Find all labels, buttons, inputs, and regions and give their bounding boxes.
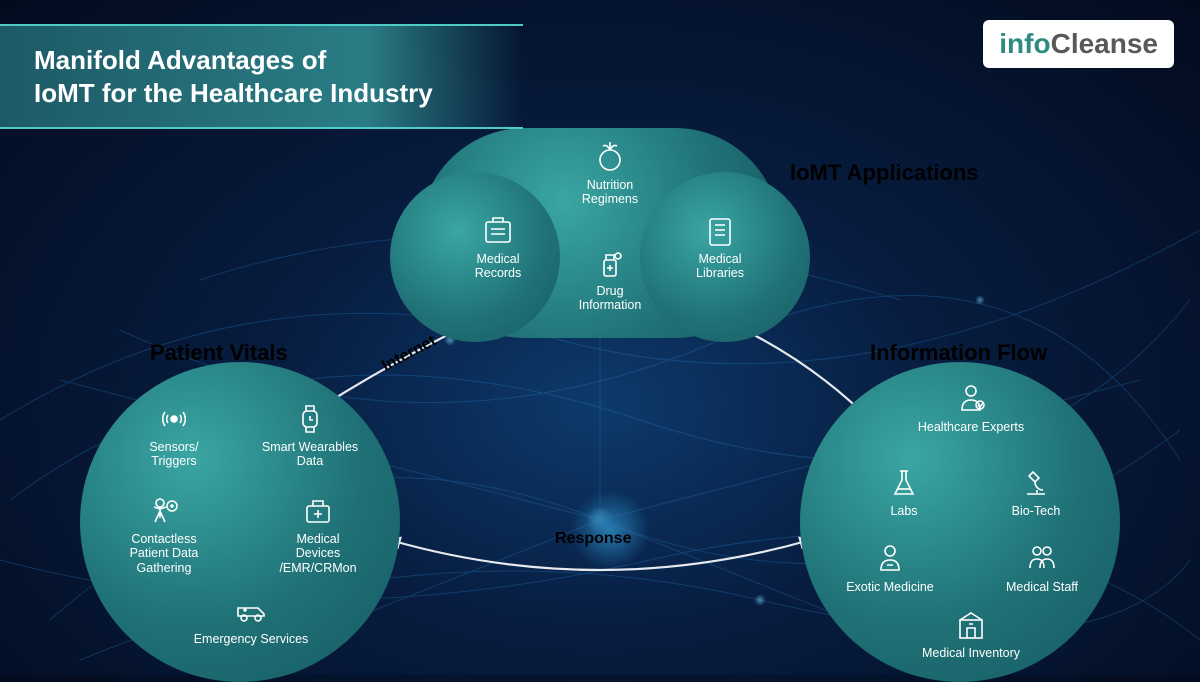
flask-icon xyxy=(887,466,921,500)
item-labs: Labs xyxy=(844,466,964,518)
watch-icon xyxy=(293,402,327,436)
item-label: DrugInformation xyxy=(579,284,642,313)
item-exotic-medicine: Exotic Medicine xyxy=(830,542,950,594)
nutrition-icon xyxy=(593,140,627,174)
medkit-icon xyxy=(301,494,335,528)
item-medical-libraries: MedicalLibraries xyxy=(660,214,780,281)
item-label: Emergency Services xyxy=(194,632,309,646)
title-line-2: IoMT for the Healthcare Industry xyxy=(34,77,433,110)
item-healthcare-experts: Healthcare Experts xyxy=(896,382,1046,434)
section-label-left: Patient Vitals xyxy=(150,340,288,366)
item-medical-devices: MedicalDevices/EMR/CRMon xyxy=(258,494,378,575)
item-label: NutritionRegimens xyxy=(582,178,638,207)
sensor-icon xyxy=(157,402,191,436)
inventory-icon xyxy=(954,608,988,642)
item-medical-staff: Medical Staff xyxy=(982,542,1102,594)
microscope-icon xyxy=(1019,466,1053,500)
edge-label-response: Response xyxy=(555,530,631,548)
item-smart-wearables: Smart WearablesData xyxy=(250,402,370,469)
capsule-icon xyxy=(873,542,907,576)
item-sensors-triggers: Sensors/Triggers xyxy=(114,402,234,469)
title-line-1: Manifold Advantages of xyxy=(34,44,433,77)
item-contactless-data: ContactlessPatient DataGathering xyxy=(104,494,224,575)
cloud-iomt-applications: NutritionRegimens MedicalRecords MedicalLi… xyxy=(420,128,780,338)
item-label: Healthcare Experts xyxy=(918,420,1024,434)
item-emergency-services: Emergency Services xyxy=(176,594,326,646)
library-icon xyxy=(703,214,737,248)
item-medical-inventory: Medical Inventory xyxy=(896,608,1046,660)
contactless-icon xyxy=(147,494,181,528)
section-label-cloud: IoMT Applications xyxy=(790,160,979,186)
item-label: MedicalRecords xyxy=(475,252,522,281)
item-drug-information: DrugInformation xyxy=(550,246,670,313)
section-label-right: Information Flow xyxy=(870,340,1047,366)
item-label: MedicalLibraries xyxy=(696,252,744,281)
staff-icon xyxy=(1025,542,1059,576)
item-label: Exotic Medicine xyxy=(846,580,934,594)
item-label: MedicalDevices/EMR/CRMon xyxy=(279,532,356,575)
brand-logo: infoCleanse xyxy=(983,20,1174,68)
item-label: Medical Staff xyxy=(1006,580,1078,594)
item-label: Bio-Tech xyxy=(1012,504,1061,518)
bubble-information-flow: Healthcare Experts Labs Bio-Tech Exotic Med… xyxy=(800,362,1120,682)
bubble-patient-vitals: Sensors/Triggers Smart WearablesData Conta… xyxy=(80,362,400,682)
item-label: Labs xyxy=(890,504,917,518)
logo-part-1: info xyxy=(999,28,1050,59)
records-icon xyxy=(481,214,515,248)
expert-icon xyxy=(954,382,988,416)
logo-part-2: Cleanse xyxy=(1051,28,1158,59)
item-label: Medical Inventory xyxy=(922,646,1020,660)
item-nutrition-regimens: NutritionRegimens xyxy=(550,140,670,207)
item-label: Sensors/Triggers xyxy=(149,440,198,469)
item-label: ContactlessPatient DataGathering xyxy=(130,532,199,575)
title-banner: Manifold Advantages of IoMT for the Heal… xyxy=(0,24,523,129)
drug-icon xyxy=(593,246,627,280)
item-medical-records: MedicalRecords xyxy=(438,214,558,281)
item-label: Smart WearablesData xyxy=(262,440,358,469)
ambulance-icon xyxy=(234,594,268,628)
item-bio-tech: Bio-Tech xyxy=(976,466,1096,518)
